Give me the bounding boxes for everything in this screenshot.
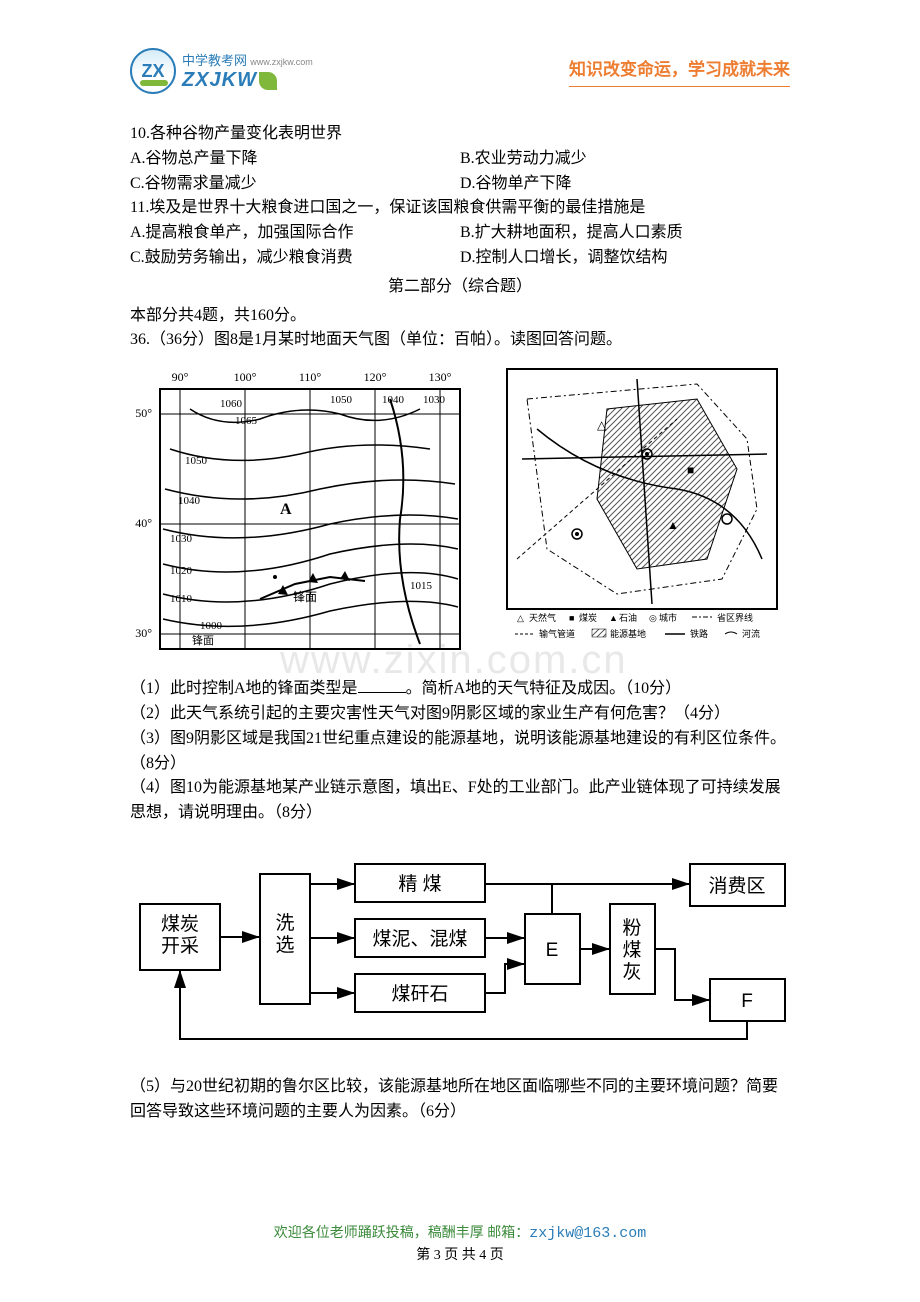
svg-text:煤泥、混煤: 煤泥、混煤 (372, 928, 467, 950)
svg-text:A: A (280, 501, 292, 518)
svg-text:130°: 130° (429, 370, 452, 384)
svg-text:输气管道: 输气管道 (539, 628, 575, 639)
svg-text:◎: ◎ (649, 613, 657, 623)
svg-text:40°: 40° (135, 516, 152, 530)
svg-text:100°: 100° (234, 370, 257, 384)
q36-sub4: （4）图10为能源基地某产业链示意图，填出E、F处的工业部门。此产业链体现了可持… (130, 776, 790, 826)
figure-8: 90° 100° 110° 120° 130° 50° 40° 30° 1060 (130, 359, 485, 659)
q10-opt-c: C.谷物需求量减少 (130, 172, 460, 197)
svg-text:1040: 1040 (382, 394, 405, 406)
footer-email: zxjkw@163.com (529, 1225, 646, 1242)
logo-en-text: ZXJKW (182, 69, 313, 92)
svg-text:F: F (741, 991, 753, 1012)
q36-sub3: （3）图9阴影区域是我国21世纪重点建设的能源基地，说明该能源基地建设的有利区位… (130, 727, 790, 777)
q11-opt-d: D.控制人口增长，调整饮结构 (460, 246, 790, 271)
svg-text:90°: 90° (172, 370, 189, 384)
logo-cn-text: 中学教考网 www.zxjkw.com (182, 50, 313, 69)
section2-intro: 本部分共4题，共160分。 (130, 304, 790, 329)
q36-sub2: （2）此天气系统引起的主要灾害性天气对图9阴影区域的家业生产有何危害？（4分） (130, 702, 790, 727)
figure-row-8-9: 90° 100° 110° 120° 130° 50° 40° 30° 1060 (130, 359, 790, 659)
svg-text:■: ■ (569, 613, 574, 623)
svg-text:E: E (546, 940, 559, 961)
figure-10: 煤炭开采 洗选 精 煤 煤泥、混煤 煤矸石 E 粉煤灰 消费区 F (130, 834, 790, 1054)
svg-text:110°: 110° (299, 370, 322, 384)
q11-opt-c: C.鼓励劳务输出，减少粮食消费 (130, 246, 460, 271)
svg-text:1040: 1040 (178, 495, 201, 507)
svg-text:1060: 1060 (220, 398, 243, 410)
q10-opt-d: D.谷物单产下降 (460, 172, 790, 197)
svg-text:1065: 1065 (235, 415, 258, 427)
q36-sub5: （5）与20世纪初期的鲁尔区比较，该能源基地所在地区面临哪些不同的主要环境问题？… (130, 1075, 790, 1125)
svg-text:1015: 1015 (410, 580, 433, 592)
svg-text:粉煤灰: 粉煤灰 (622, 917, 641, 983)
blank-field[interactable] (358, 677, 406, 693)
svg-text:△: △ (597, 418, 607, 432)
q36-sub1: （1）此时控制A地的锋面类型是。简析A地的天气特征及成因。（10分） (130, 677, 790, 702)
svg-text:▲: ▲ (667, 518, 679, 532)
svg-text:△: △ (517, 613, 524, 623)
svg-text:1010: 1010 (170, 593, 193, 605)
svg-text:30°: 30° (135, 626, 152, 640)
svg-text:精 煤: 精 煤 (398, 873, 441, 895)
footer-page: 第 3 页 共 4 页 (0, 1244, 920, 1264)
slogan: 知识改变命运，学习成就未来 (569, 55, 790, 87)
page-header: ZX 中学教考网 www.zxjkw.com ZXJKW 知识改变命运，学习成就… (130, 48, 790, 102)
svg-text:锋面: 锋面 (293, 590, 317, 604)
svg-text:120°: 120° (364, 370, 387, 384)
q10-stem: 10.各种谷物产量变化表明世界 (130, 122, 790, 147)
leaf-icon (259, 72, 277, 90)
page-footer: 欢迎各位老师踊跃投稿，稿酬丰厚 邮箱：zxjkw@163.com 第 3 页 共… (0, 1222, 920, 1264)
svg-text:1020: 1020 (170, 565, 193, 577)
svg-text:1050: 1050 (330, 394, 353, 406)
svg-text:1000: 1000 (200, 620, 223, 632)
content-body: 10.各种谷物产量变化表明世界 A.谷物总产量下降 B.农业劳动力减少 C.谷物… (130, 122, 790, 1124)
figure-9: △ ■ ▲ △天然气 ■煤炭 ▲石油 ◎城市 省区界线 输气管道 能源基地 铁路… (497, 359, 787, 659)
svg-text:铁路: 铁路 (690, 628, 708, 639)
section2-title: 第二部分（综合题） (130, 275, 790, 300)
svg-text:1030: 1030 (170, 533, 193, 545)
svg-text:▲: ▲ (609, 613, 618, 623)
svg-text:石油: 石油 (619, 612, 637, 623)
footer-welcome: 欢迎各位老师踊跃投稿，稿酬丰厚 邮箱： (274, 1226, 530, 1241)
svg-text:能源基地: 能源基地 (610, 628, 646, 639)
svg-text:■: ■ (687, 463, 694, 477)
svg-text:煤矸石: 煤矸石 (391, 983, 448, 1005)
svg-text:50°: 50° (135, 406, 152, 420)
svg-text:锋面: 锋面 (192, 634, 214, 647)
svg-text:1030: 1030 (423, 394, 446, 406)
q11-opt-a: A.提高粮食单产，加强国际合作 (130, 221, 460, 246)
svg-text:消费区: 消费区 (708, 875, 765, 897)
svg-text:省区界线: 省区界线 (717, 612, 753, 623)
svg-text:城市: 城市 (659, 612, 677, 623)
q10-opt-b: B.农业劳动力减少 (460, 147, 790, 172)
svg-text:天然气: 天然气 (529, 612, 556, 623)
svg-text:煤炭: 煤炭 (579, 612, 597, 623)
svg-text:1050: 1050 (185, 455, 208, 467)
q10-opt-a: A.谷物总产量下降 (130, 147, 460, 172)
q36-stem: 36.（36分）图8是1月某时地面天气图（单位：百帕）。读图回答问题。 (130, 328, 790, 353)
svg-text:河流: 河流 (742, 628, 760, 639)
logo: ZX 中学教考网 www.zxjkw.com ZXJKW (130, 48, 313, 94)
logo-badge: ZX (130, 48, 176, 94)
q11-stem: 11.埃及是世界十大粮食进口国之一，保证该国粮食供需平衡的最佳措施是 (130, 196, 790, 221)
q11-opt-b: B.扩大耕地面积，提高人口素质 (460, 221, 790, 246)
